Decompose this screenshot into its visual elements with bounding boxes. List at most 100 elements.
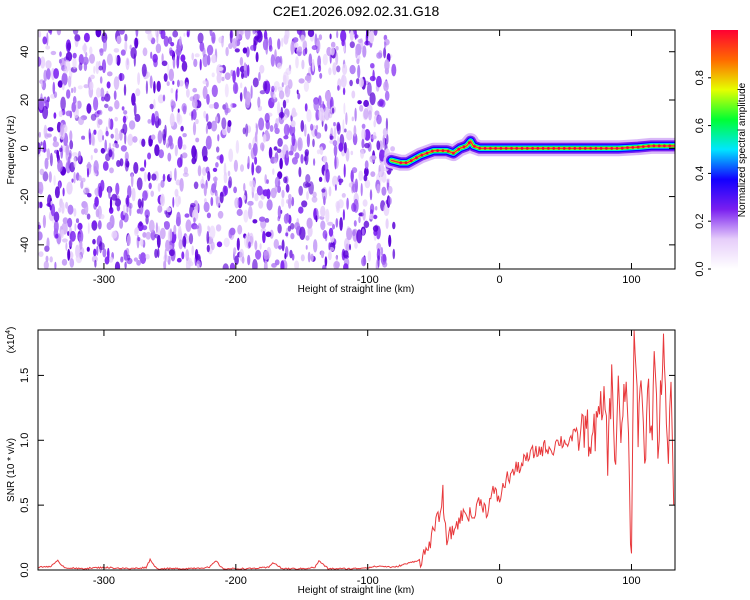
spectrogram-noise-blob — [102, 135, 105, 141]
spectrogram-noise-blob — [245, 123, 249, 137]
spectrogram-noise-blob — [122, 115, 127, 124]
spectrogram-noise-blob — [342, 250, 349, 258]
spectrogram-noise-blob — [258, 71, 261, 81]
spectrogram-noise-blob — [87, 222, 90, 234]
spectrogram-noise-blob — [336, 65, 341, 73]
spectrogram-noise-blob — [251, 180, 256, 193]
spectrogram-noise-blob — [291, 253, 295, 261]
spectrogram-noise-blob — [377, 255, 380, 268]
spectrogram-noise-blob — [107, 106, 113, 112]
spectrogram-noise-blob — [98, 185, 103, 198]
spectrogram-noise-blob — [241, 256, 245, 264]
spectrogram-ridge-peak — [562, 146, 566, 150]
spectrogram-noise-blob — [182, 144, 187, 150]
spectrogram-ridge-peak — [499, 146, 503, 150]
spectrogram-noise-blob — [221, 37, 224, 48]
spectrogram-noise-blob — [364, 160, 369, 170]
spectrogram-noise-blob — [233, 159, 238, 172]
spectrogram-noise-blob — [92, 238, 96, 245]
spectrogram-noise-blob — [385, 117, 388, 131]
spectrogram-noise-blob — [109, 220, 113, 229]
spectrogram-noise-blob — [315, 124, 319, 131]
spectrogram-noise-blob — [151, 173, 157, 181]
spectrogram-ridge-peak — [647, 144, 650, 148]
spectrogram-noise-blob — [349, 30, 354, 42]
spectrogram-noise-blob — [225, 46, 229, 57]
spectrogram-noise-blob — [114, 132, 120, 142]
spectrogram-noise-blob — [53, 112, 57, 119]
spectrogram-noise-blob — [211, 241, 215, 251]
spectrogram-noise-blob — [219, 154, 224, 164]
spectrogram-noise-blob — [94, 259, 97, 268]
spectrogram-noise-blob — [232, 38, 238, 49]
spectrogram-noise-blob — [173, 224, 177, 235]
spectrogram-noise-blob — [206, 244, 210, 253]
spectrogram-noise-blob — [156, 30, 159, 44]
spectrogram-noise-blob — [150, 51, 153, 59]
spectrogram-noise-blob — [203, 201, 210, 213]
x-tick-label: 0 — [497, 274, 503, 286]
spectrogram-noise-blob — [288, 193, 292, 200]
spectrogram-noise-blob — [376, 183, 381, 194]
spectrogram-noise-blob — [306, 72, 312, 84]
spectrogram-noise-blob — [351, 167, 358, 174]
spectrogram-noise-blob — [248, 142, 252, 150]
spectrogram-noise-blob — [229, 30, 233, 44]
spectrogram-noise-blob — [258, 117, 265, 131]
spectrogram-noise-blob — [345, 112, 348, 125]
spectrogram-noise-blob — [142, 190, 148, 201]
spectrogram-noise-blob — [160, 30, 166, 40]
spectrogram-noise-blob — [185, 249, 189, 262]
snr-multiplier-prefix: (x10 — [6, 333, 17, 353]
spectrogram-noise-blob — [42, 105, 49, 120]
spectrogram-noise-blob — [239, 56, 244, 66]
spectrogram-noise-blob — [183, 166, 188, 175]
spectrogram-noise-blob — [100, 147, 106, 154]
spectrogram-noise-blob — [215, 196, 221, 208]
spectrogram-noise-blob — [265, 119, 270, 130]
spectrogram-noise-blob — [104, 139, 107, 152]
spectrogram-ridge-peak — [525, 146, 529, 150]
spectrogram-ridge-peak — [452, 151, 455, 155]
spectrogram-noise-blob — [346, 227, 353, 241]
spectrogram-noise-blob — [257, 96, 261, 108]
spectrogram-ridge-peak — [489, 146, 492, 150]
spectrogram-noise-blob — [46, 148, 51, 161]
spectrogram-noise-blob — [378, 98, 384, 107]
spectrogram-noise-blob — [143, 171, 147, 182]
spectrogram-noise-blob — [54, 186, 60, 199]
spectrogram-noise-blob — [285, 183, 290, 193]
spectrogram-noise-blob — [255, 249, 262, 260]
spectrogram-noise-blob — [191, 52, 194, 61]
spectrogram-noise-blob — [354, 241, 358, 249]
spectrogram-noise-blob — [206, 212, 211, 219]
spectrogram-noise-blob — [47, 127, 54, 132]
spectrogram-noise-blob — [224, 102, 229, 116]
spectrogram-noise-blob — [369, 189, 373, 201]
spectrogram-noise-blob — [108, 149, 113, 158]
spectrogram-noise-blob — [207, 170, 211, 182]
spectrogram-noise-blob — [93, 65, 96, 74]
spectrogram-noise-blob — [280, 260, 285, 269]
spectrogram-noise-blob — [97, 119, 103, 125]
spectrogram-noise-blob — [306, 133, 310, 148]
spectrogram-noise-blob — [262, 38, 269, 51]
spectrogram-ridge-peak — [589, 146, 592, 150]
spectrogram-noise-blob — [221, 76, 225, 82]
spectrogram-y-ticks: -40 -20 0 20 40 — [19, 46, 675, 253]
spectrogram-noise-blob — [178, 239, 183, 250]
spectrogram-ridge-peak — [636, 145, 640, 149]
spectrogram-noise-blob — [148, 182, 152, 190]
spectrogram-noise-blob — [46, 32, 49, 46]
spectrogram-noise-blob — [99, 76, 103, 84]
spectrogram-noise-blob — [313, 98, 320, 112]
spectrogram-noise-blob — [373, 214, 378, 220]
spectrogram-noise-blob — [163, 35, 169, 47]
spectrogram-noise-blob — [133, 162, 139, 174]
spectrogram-noise-blob — [175, 194, 180, 208]
spectrogram-noise-blob — [53, 175, 56, 186]
spectrogram-noise-blob — [42, 36, 47, 45]
spectrogram-noise-blob — [333, 144, 338, 157]
spectrogram-noise-blob — [137, 72, 141, 86]
spectrogram-noise-blob — [42, 171, 49, 182]
